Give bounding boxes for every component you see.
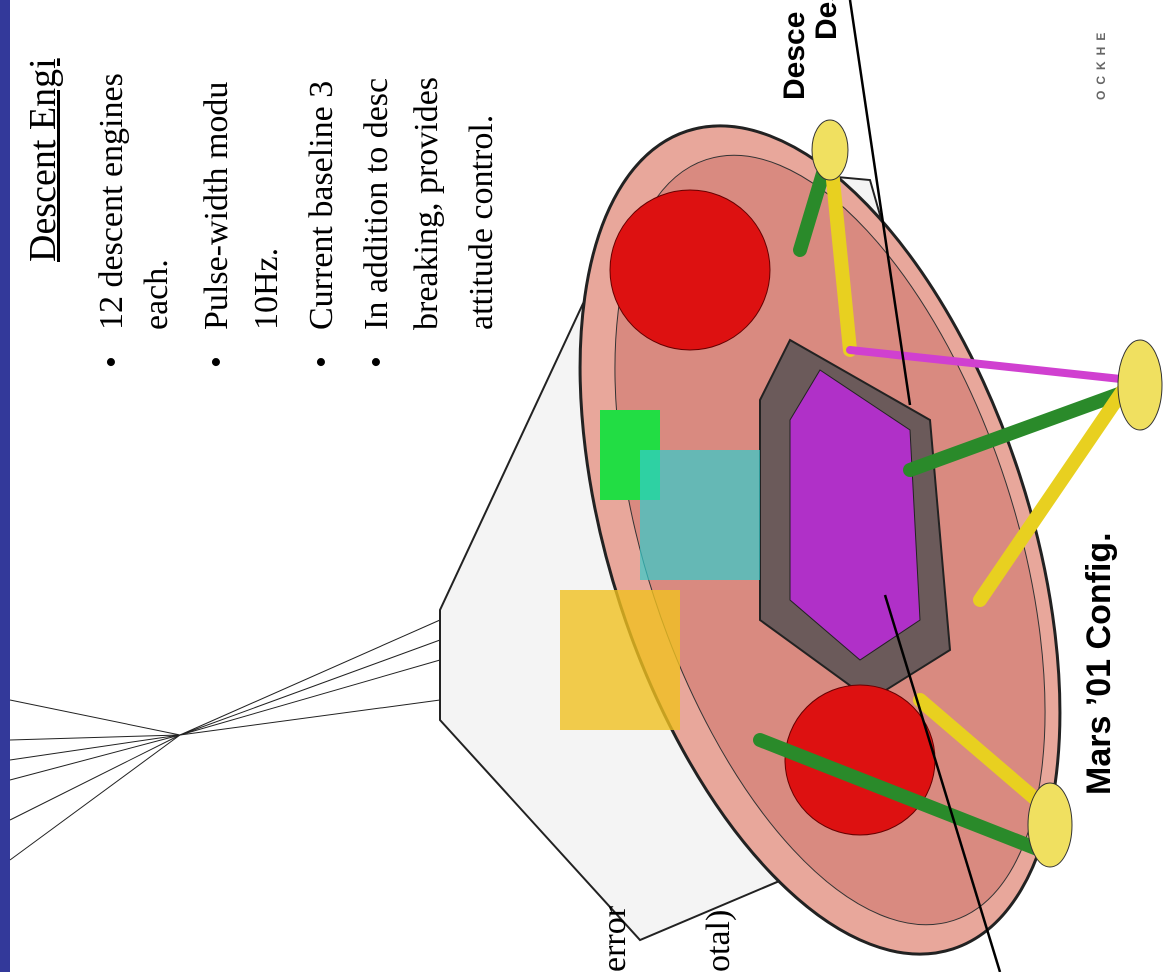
side-bar bbox=[0, 0, 10, 972]
bullet-dot: • bbox=[303, 356, 340, 368]
foot bbox=[1027, 782, 1073, 868]
bullet-line: 10Hz. bbox=[248, 247, 285, 330]
fragment: otal) bbox=[700, 909, 737, 972]
foot bbox=[1117, 339, 1163, 431]
bullet-dot: • bbox=[358, 356, 395, 368]
callout: Desce bbox=[778, 11, 811, 100]
bullet-line: In addition to desc bbox=[358, 77, 395, 330]
bullet-line: breaking, provides bbox=[408, 76, 445, 330]
bullet-line: 12 descent engines bbox=[93, 73, 130, 330]
bullet-line: each. bbox=[138, 259, 175, 330]
pointer bbox=[883, 594, 1002, 972]
legs bbox=[753, 143, 1137, 857]
bullet-line: attitude control. bbox=[463, 114, 500, 330]
heading: Descent Engi bbox=[22, 58, 64, 262]
fragment: error bbox=[596, 905, 633, 972]
pointer bbox=[848, 0, 912, 406]
foot bbox=[811, 119, 849, 181]
bullet-dot: • bbox=[198, 356, 235, 368]
logo: OCKHE bbox=[1094, 26, 1108, 100]
bullet-dot: • bbox=[93, 356, 130, 368]
tank bbox=[609, 189, 771, 351]
bullet-line: Pulse-width modu bbox=[198, 81, 235, 330]
box bbox=[640, 450, 760, 580]
parachute-lines bbox=[9, 619, 441, 861]
callout: Desce bbox=[812, 0, 842, 40]
bullet-line: Current baseline 3 bbox=[303, 80, 340, 330]
deck-top bbox=[789, 369, 921, 661]
box bbox=[560, 590, 680, 730]
caption: Mars ’01 Config. bbox=[1080, 532, 1118, 795]
